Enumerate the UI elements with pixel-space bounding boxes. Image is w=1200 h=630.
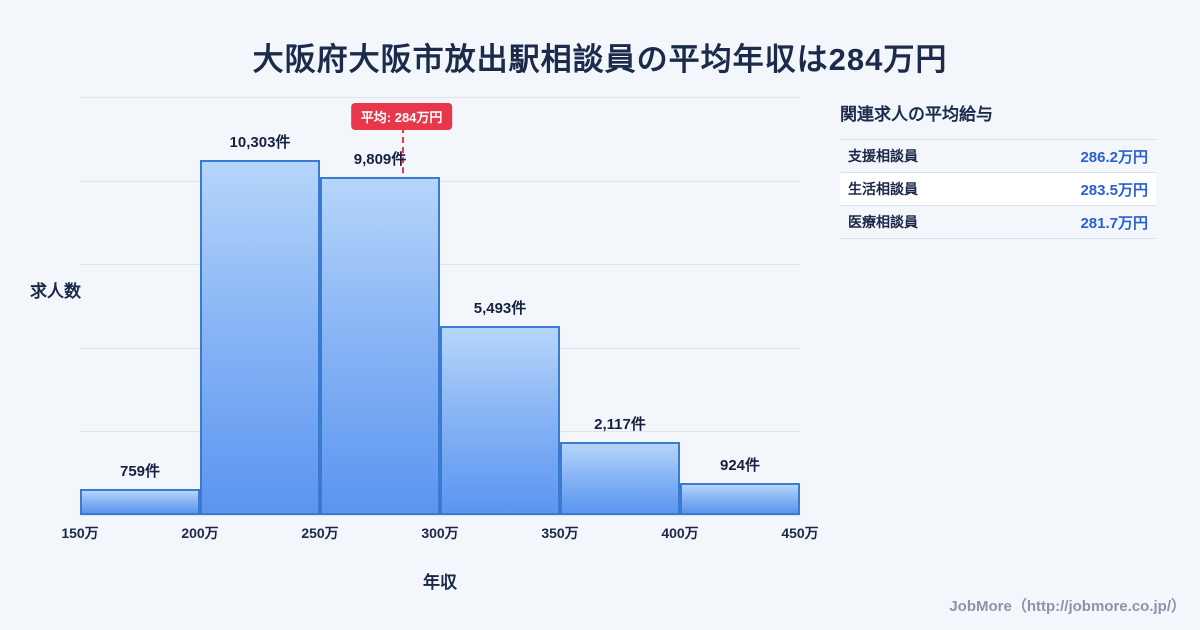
x-tick-label: 150万	[61, 525, 99, 541]
x-tick-label: 350万	[541, 525, 579, 541]
table-row: 支援相談員 286.2万円	[840, 140, 1156, 173]
histogram-bar	[320, 177, 440, 515]
related-salary-table: 支援相談員 286.2万円 生活相談員 283.5万円 医療相談員 281.7万…	[840, 139, 1156, 239]
bar-value-label: 9,809件	[353, 151, 407, 168]
row-label: 医療相談員	[848, 214, 918, 230]
row-value: 283.5万円	[1080, 181, 1148, 199]
bar-value-label: 759件	[119, 463, 161, 480]
x-tick-label: 250万	[301, 525, 339, 541]
histogram-plot-area: 平均: 284万円 759件 10,303件 9,809件 5,493件 2,117件 9…	[61, 97, 819, 541]
row-label: 生活相談員	[848, 181, 918, 197]
gridline	[80, 97, 800, 98]
gridline	[80, 181, 800, 182]
side-panel-title: 関連求人の平均給与	[840, 105, 993, 124]
x-tick-label: 200万	[181, 525, 219, 541]
table-row: 生活相談員 283.5万円	[840, 173, 1156, 206]
gridline	[80, 515, 800, 516]
row-value: 286.2万円	[1080, 148, 1148, 166]
page-title: 大阪府大阪市放出駅相談員の平均年収は284万円	[252, 42, 948, 77]
histogram-bar	[440, 326, 560, 515]
histogram-bar	[560, 442, 680, 515]
bar-value-label: 924件	[719, 457, 761, 474]
row-label: 支援相談員	[848, 148, 918, 164]
x-axis-label: 年収	[423, 573, 457, 592]
footer-credit: JobMore（http://jobmore.co.jp/）	[949, 598, 1186, 615]
table-row: 医療相談員 281.7万円	[840, 206, 1156, 239]
histogram-bar	[200, 160, 320, 515]
x-tick-label: 300万	[421, 525, 459, 541]
bar-value-label: 10,303件	[229, 134, 291, 151]
histogram-bar	[80, 489, 200, 515]
y-axis-label: 求人数	[30, 282, 81, 301]
x-tick-label: 450万	[781, 525, 819, 541]
bar-value-label: 5,493件	[473, 300, 527, 317]
row-value: 281.7万円	[1080, 214, 1148, 232]
histogram-bar	[680, 483, 800, 515]
bar-value-label: 2,117件	[594, 416, 646, 433]
average-badge: 平均: 284万円	[350, 103, 453, 130]
x-tick-label: 400万	[661, 525, 699, 541]
gridline	[80, 264, 800, 265]
